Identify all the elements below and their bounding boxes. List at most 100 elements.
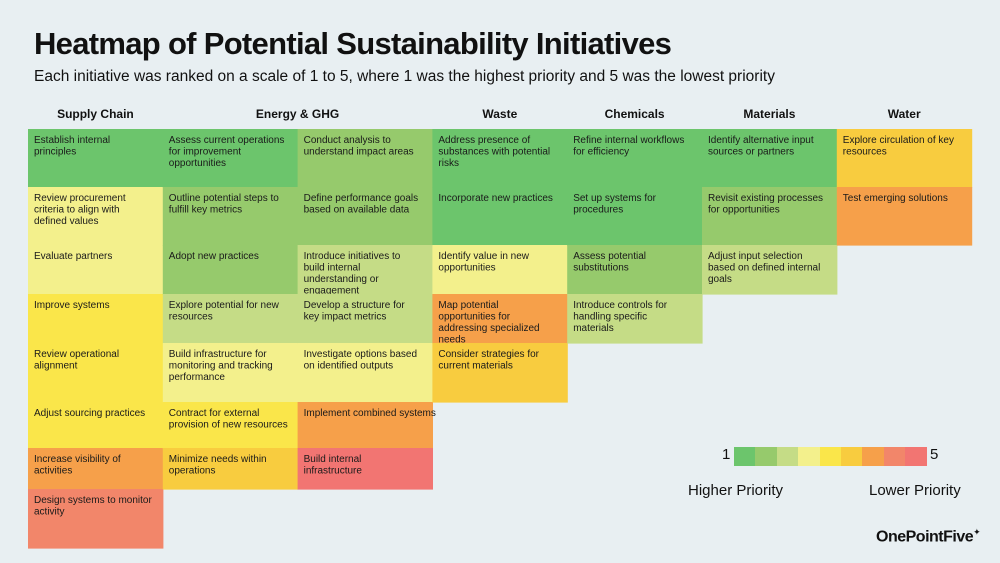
heatmap-cell-label: Introduce initiatives to build internal un… [304, 251, 401, 297]
heatmap-cell-rect [162, 187, 299, 246]
heatmap-cell-rect [297, 294, 433, 344]
heatmap-cell: Address presence of substances with poten… [432, 129, 568, 188]
column-header: Supply Chain [57, 107, 134, 121]
heatmap-cell: Evaluate partners [28, 245, 164, 295]
heatmap-cell-rect [702, 245, 838, 295]
page-subtitle: Each initiative was ranked on a scale of… [34, 68, 775, 85]
heatmap-cell-rect [28, 402, 164, 449]
heatmap-cell-label: Explore potential for new resources [169, 300, 280, 323]
heatmap-cell: Establish internal principles [28, 129, 164, 188]
heatmap-cell: Conduct analysis to understand impact are… [297, 129, 433, 188]
legend-lower-priority-label: Lower Priority [869, 482, 961, 499]
heatmap-cell: Revisit existing processes for opportunit… [702, 187, 838, 246]
heatmap-cell-rect [297, 245, 433, 295]
heatmap-cell-rect [297, 129, 433, 188]
heatmap-cell-label: Minimize needs within operations [169, 454, 267, 477]
heatmap-cell: Assess potential substitutions [567, 245, 703, 295]
heatmap-cell: Increase visibility of activities [28, 448, 164, 490]
heatmap-cell: Refine internal workflows for efficiency [567, 129, 703, 188]
column-header: Water [888, 107, 921, 121]
heatmap-cell-rect [432, 129, 568, 188]
heatmap-cell-label: Review procurement criteria to align with… [34, 193, 126, 227]
heatmap-cell: Minimize needs within operations [162, 448, 299, 490]
legend-swatch [798, 447, 820, 466]
heatmap-cell: Identify value in new opportunities [432, 245, 568, 295]
heatmap-cell: Investigate options based on identified o… [297, 343, 433, 403]
heatmap-cell-label: Introduce controls for handling specific m… [573, 300, 668, 334]
heatmap-cell: Build infrastructure for monitoring and t… [162, 343, 299, 403]
legend-swatch [776, 447, 799, 466]
heatmap-cell-label: Assess potential substitutions [573, 251, 646, 274]
column-header: Waste [482, 107, 517, 121]
heatmap-cell: Test emerging solutions [836, 187, 973, 246]
column-header: Chemicals [605, 107, 665, 121]
heatmap-cell-rect [567, 245, 703, 295]
legend-swatch [755, 447, 777, 466]
heatmap-cell-rect [297, 187, 433, 246]
heatmap-cell-label: Implement combined systems [304, 408, 436, 419]
brand-logo: OnePointFive✦ [876, 527, 981, 546]
heatmap-cell-label: Improve systems [34, 300, 110, 311]
heatmap-cell-label: Adjust sourcing practices [34, 408, 145, 419]
heatmap-cell-label: Conduct analysis to understand impact are… [304, 135, 414, 158]
heatmap-cell: Design systems to monitor activity [28, 489, 164, 549]
heatmap-cell: Map potential opportunities for addressing… [432, 294, 568, 346]
heatmap-cell: Adjust sourcing practices [28, 402, 164, 449]
heatmap-cell-rect [28, 294, 164, 344]
heatmap-cell: Adopt new practices [162, 245, 299, 295]
legend-swatch [734, 447, 756, 466]
heatmap-cell-label: Explore circulation of key resources [843, 135, 954, 158]
heatmap-cell-label: Review operational alignment [34, 349, 119, 372]
heatmap-cell-label: Evaluate partners [34, 251, 112, 262]
heatmap-cell: Implement combined systems [297, 402, 436, 449]
heatmap-cell-label: Define performance goals based on availab… [304, 193, 419, 216]
heatmap-cell: Identify alternative input sources or par… [702, 129, 838, 188]
column-header: Materials [743, 107, 795, 121]
legend-max-label: 5 [930, 446, 939, 463]
heatmap-cell-rect [432, 187, 568, 246]
heatmap-cell-label: Design systems to monitor activity [34, 495, 152, 518]
heatmap-cell-rect [297, 343, 433, 403]
heatmap-cell-label: Set up systems for procedures [573, 193, 656, 216]
legend-swatch [883, 447, 906, 466]
heatmap-cell-label: Revisit existing processes for opportunit… [708, 193, 823, 216]
heatmap-cell: Review procurement criteria to align with… [28, 187, 164, 246]
legend-swatch [819, 447, 841, 466]
heatmap-cell-label: Map potential opportunities for addressing… [438, 300, 539, 346]
heatmap-cell-rect [162, 343, 299, 403]
brand-name: OnePointFive [876, 528, 974, 546]
heatmap-cell-rect [162, 448, 299, 490]
heatmap-cell-label: Investigate options based on identified o… [304, 349, 417, 372]
page-title: Heatmap of Potential Sustainability Init… [34, 26, 672, 61]
heatmap-cell-rect [28, 245, 164, 295]
heatmap-cell-rect [702, 187, 838, 246]
heatmap-cell-rect [432, 294, 568, 344]
heatmap-cell-rect [836, 129, 973, 188]
heatmap-cell-label: Identify value in new opportunities [438, 251, 529, 274]
heatmap-cell-rect [297, 402, 433, 449]
heatmap-cell: Develop a structure for key impact metric… [297, 294, 433, 344]
heatmap-cell: Explore circulation of key resources [836, 129, 973, 188]
heatmap-cell: Introduce controls for handling specific m… [567, 294, 703, 344]
heatmap-cell: Adjust input selection based on defined i… [702, 245, 838, 295]
column-header: Energy & GHG [256, 107, 339, 121]
heatmap-cell-rect [702, 129, 838, 188]
heatmap-cell-rect [432, 245, 568, 295]
heatmap-cell-rect [28, 448, 164, 490]
heatmap-cell-label: Incorporate new practices [438, 193, 553, 204]
heatmap-cell-rect [162, 245, 299, 295]
priority-legend: 1 5 Higher Priority Lower Priority [680, 446, 970, 506]
heatmap-cell: Assess current operations for improvement… [162, 129, 299, 188]
legend-swatch [862, 447, 884, 466]
heatmap-cell: Build internal infrastructure [297, 448, 433, 490]
brand-mark-icon: ✦ [973, 527, 981, 537]
heatmap-cell-label: Refine internal workflows for efficiency [573, 135, 684, 158]
heatmap-cell: Define performance goals based on availab… [297, 187, 433, 246]
heatmap-cell-rect [28, 489, 164, 549]
heatmap-cell-label: Assess current operations for improvement… [169, 135, 285, 169]
heatmap-cell-label: Adopt new practices [169, 251, 259, 262]
heatmap-cell-rect [836, 187, 973, 246]
heatmap-cell-rect [432, 343, 568, 403]
